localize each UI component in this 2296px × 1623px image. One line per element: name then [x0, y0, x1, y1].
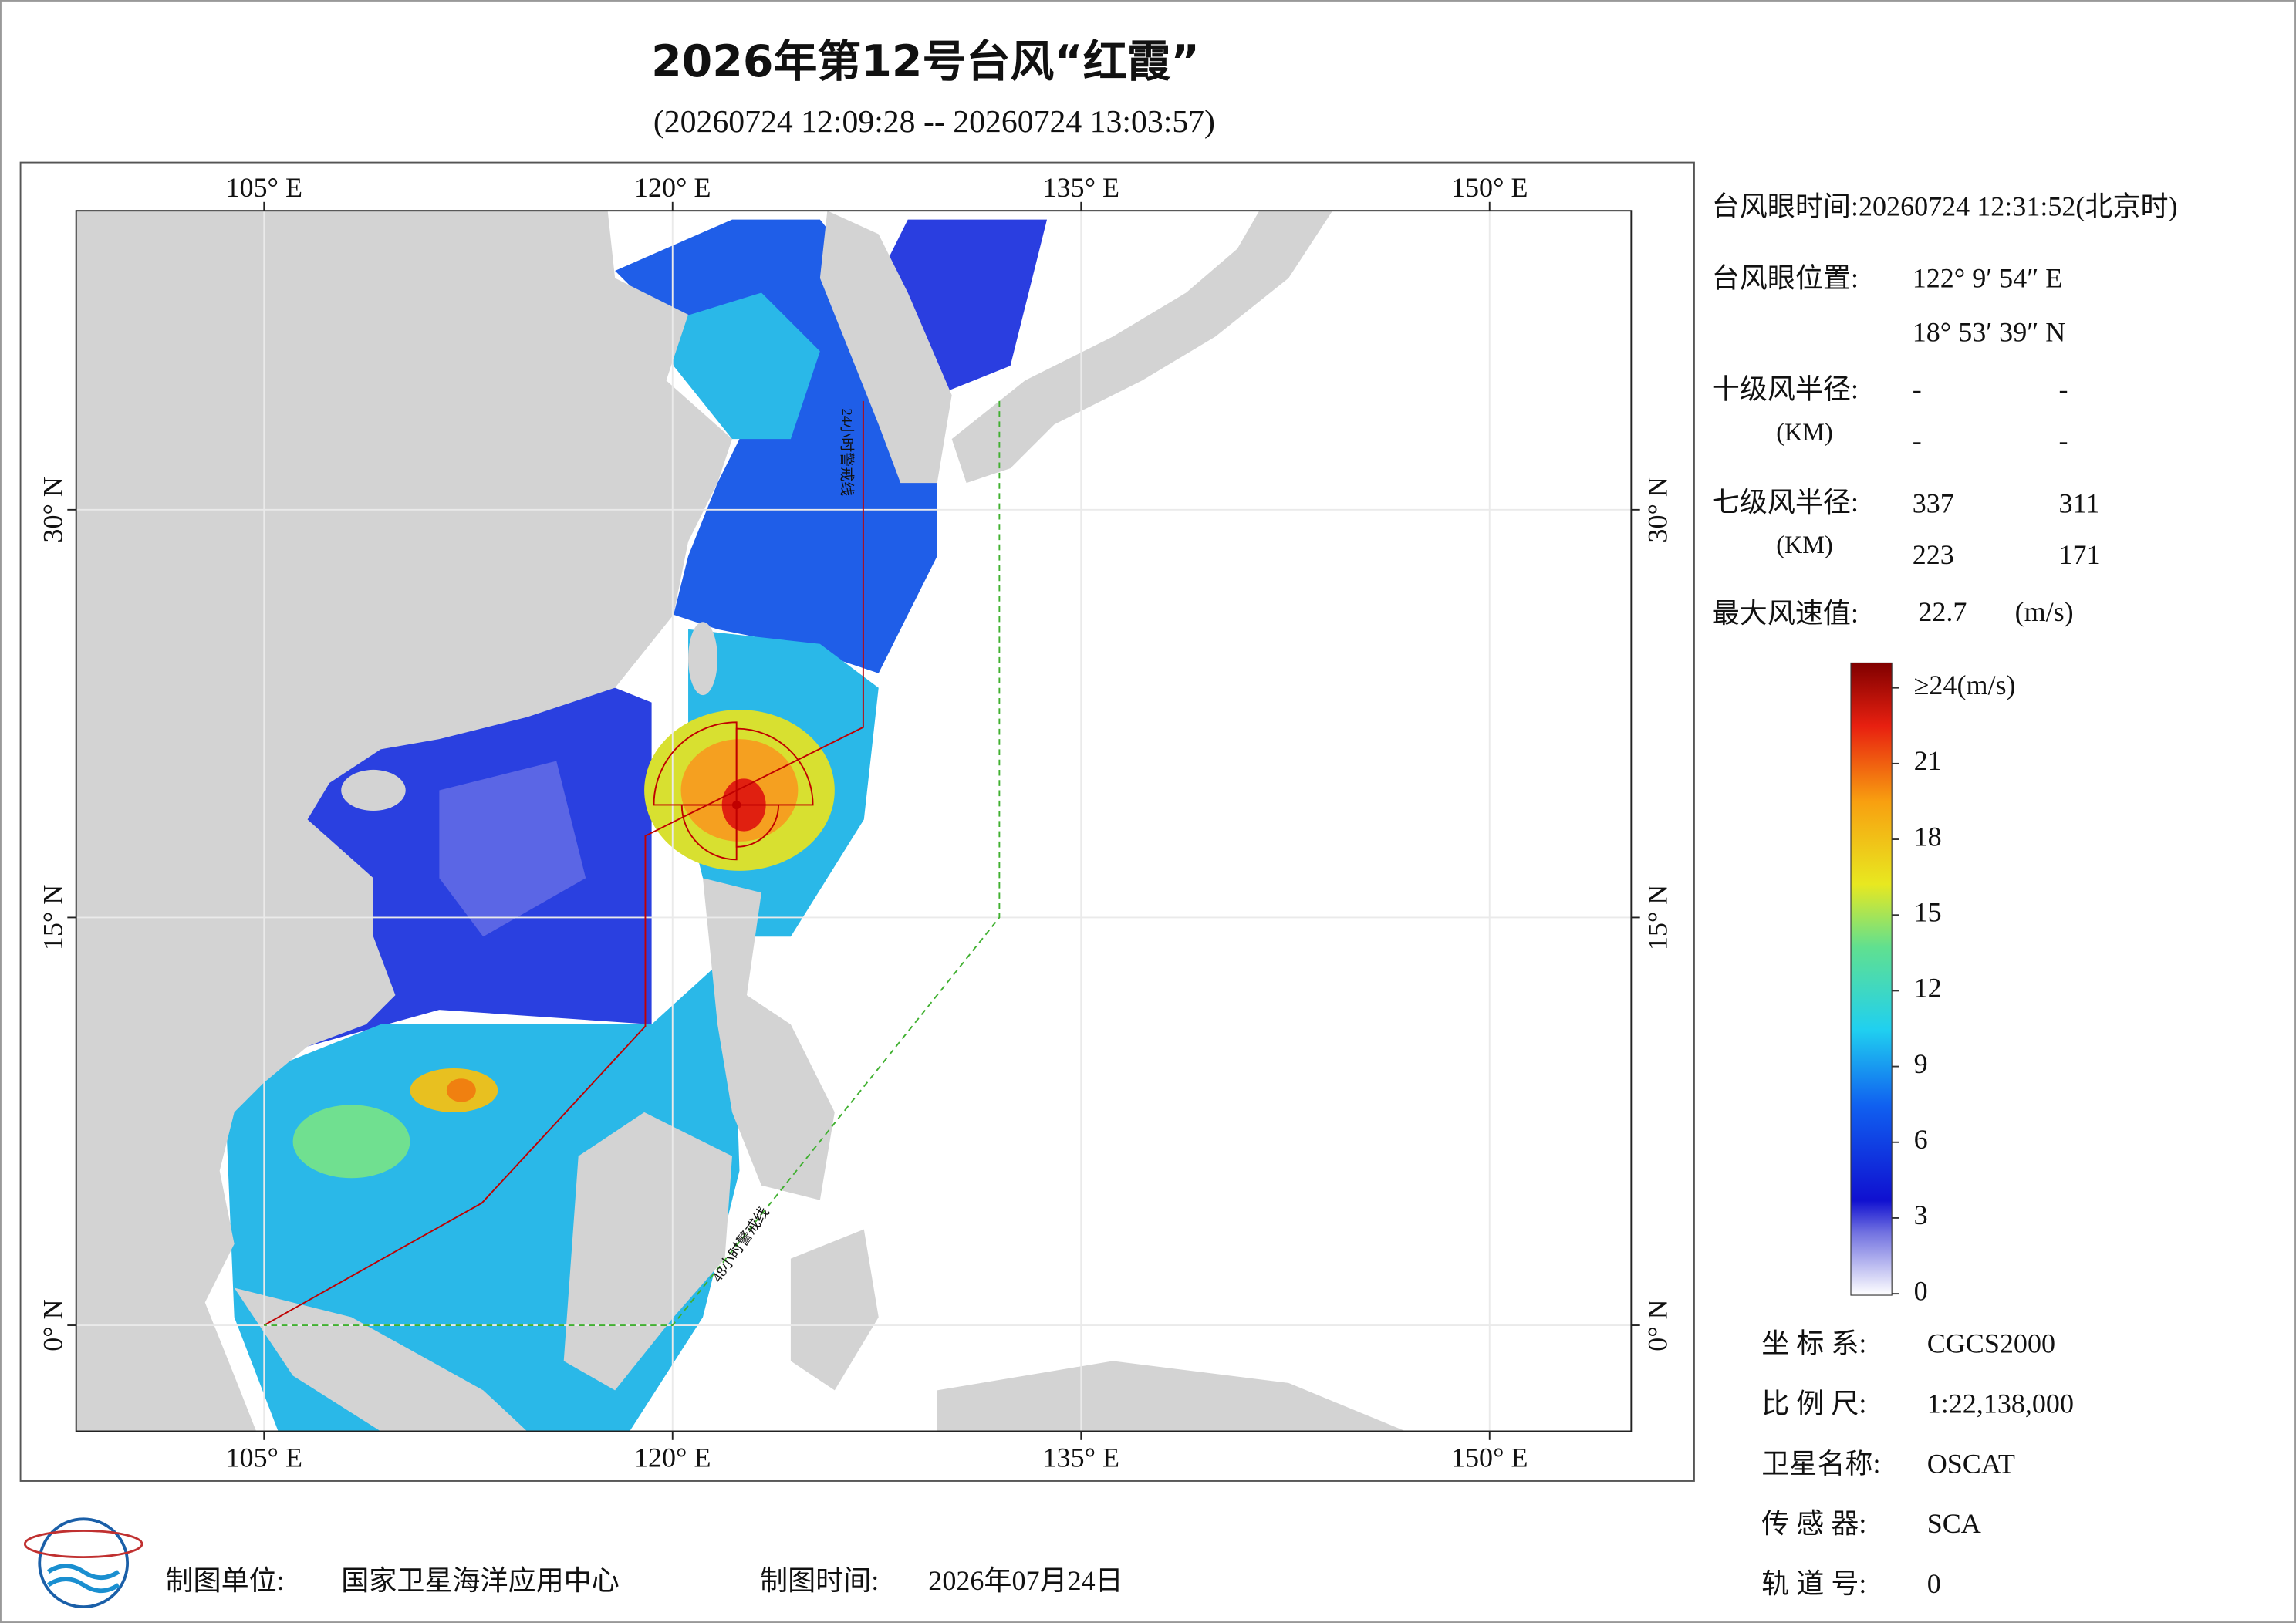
colorbar-ticks: ≥24(m/s) 21 18 15 12 9 6 3 0 [1892, 670, 2016, 1306]
colorbar-label: 21 [1914, 745, 1942, 776]
level10-radius: - [2059, 374, 2068, 405]
wind-radius [735, 727, 814, 806]
footer-unit: 国家卫星海洋应用中心 [341, 1565, 620, 1596]
warning-line [263, 400, 864, 1326]
colorbar-label: 6 [1914, 1124, 1928, 1155]
level10-radius: - [1913, 374, 1922, 405]
title: 2026年第12号台风“红霞” [651, 36, 1200, 87]
eye-position-label: 台风眼位置: [1712, 263, 1859, 294]
max-wind-unit: (m/s) [2015, 596, 2074, 627]
map-frame [75, 210, 1633, 1432]
colorbar-label: 0 [1914, 1275, 1928, 1306]
max-wind-value: 22.7 [1918, 596, 1967, 627]
colorbar-label: 9 [1914, 1048, 1928, 1079]
lon-label: 150° E [1451, 1442, 1528, 1473]
level7-unit: (KM) [1776, 531, 1832, 558]
level10-radius: - [1913, 425, 1922, 456]
level10-radius: - [2059, 425, 2068, 456]
meta-value: 1:22,138,000 [1927, 1388, 2074, 1419]
logo-orbit [23, 1530, 144, 1559]
lon-label: 150° E [1451, 172, 1528, 203]
lon-label: 120° E [634, 172, 711, 203]
info-panel: 台风眼时间:20260724 12:31:52(北京时) 台风眼位置: 122°… [1712, 191, 2178, 629]
lat-label: 0° N [37, 1299, 68, 1351]
eye-lat: 18° 53′ 39″ N [1913, 317, 2066, 348]
meta-label: 轨 道 号: [1761, 1568, 1866, 1599]
eye-time: 台风眼时间:20260724 12:31:52(北京时) [1712, 191, 2178, 222]
level10-unit: (KM) [1776, 418, 1832, 446]
lon-label: 135° E [1042, 172, 1119, 203]
colorbar-label: 12 [1914, 973, 1942, 1004]
lat-label: 15° N [1643, 885, 1673, 950]
colorbar-label: 15 [1914, 896, 1942, 927]
lat-label: 15° N [37, 885, 68, 950]
meta-label: 坐 标 系: [1761, 1328, 1866, 1359]
map-panel [19, 161, 1695, 1482]
map-axes: 105° E 105° E 120° E 120° E 135° E 135° E 150°… [37, 172, 1673, 1473]
lon-label: 135° E [1042, 1442, 1119, 1473]
colorbar-label: 3 [1914, 1200, 1928, 1230]
footer-time: 2026年07月24日 [928, 1565, 1123, 1596]
lon-label: 105° E [225, 172, 302, 203]
lon-label: 120° E [634, 1442, 711, 1473]
meta-value: OSCAT [1927, 1448, 2015, 1479]
eye-lon: 122° 9′ 54″ E [1913, 263, 2063, 294]
lat-label: 30° N [1643, 477, 1673, 542]
wind-radius [653, 721, 738, 806]
logo [38, 1517, 130, 1609]
subtitle: (20260724 12:09:28 -- 20260724 13:03:57) [653, 104, 1215, 140]
colorbar [1850, 662, 1893, 1296]
meta-value: 0 [1927, 1568, 1941, 1599]
meta-label: 卫星名称: [1761, 1448, 1880, 1479]
level7-radius: 223 [1913, 539, 1954, 570]
warning-label: 24小时警戒线 [839, 408, 856, 496]
colorbar-label: ≥24(m/s) [1914, 670, 2016, 700]
footer-unit-label: 制图单位: [165, 1565, 284, 1596]
meta-value: CGCS2000 [1927, 1328, 2055, 1359]
footer-time-label: 制图时间: [760, 1565, 879, 1596]
meta-label: 比 例 尺: [1761, 1388, 1866, 1419]
lon-label: 105° E [225, 1442, 302, 1473]
wind-radius [735, 804, 780, 848]
typhoon-eye [653, 721, 814, 861]
level10-label: 十级风半径: [1712, 374, 1859, 405]
logo-waves [47, 1564, 120, 1594]
level7-radius: 171 [2059, 539, 2101, 570]
footer: 制图单位: 国家卫星海洋应用中心 制图时间: 2026年07月24日 [23, 1517, 1123, 1609]
lat-label: 30° N [37, 477, 68, 542]
max-wind-label: 最大风速值: [1712, 598, 1859, 629]
metadata: 坐 标 系: CGCS2000 比 例 尺: 1:22,138,000 卫星名称: OSC… [1761, 1328, 2074, 1599]
warning-line [264, 400, 1001, 1326]
level7-radius: 337 [1913, 488, 1954, 519]
wind-radius [680, 804, 738, 861]
colorbar-label: 18 [1914, 821, 1942, 852]
meta-label: 传 感 器: [1761, 1508, 1866, 1539]
meta-value: SCA [1927, 1508, 1981, 1539]
level7-label: 七级风半径: [1712, 487, 1859, 518]
lat-label: 0° N [1643, 1299, 1673, 1351]
level7-radius: 311 [2059, 488, 2100, 519]
